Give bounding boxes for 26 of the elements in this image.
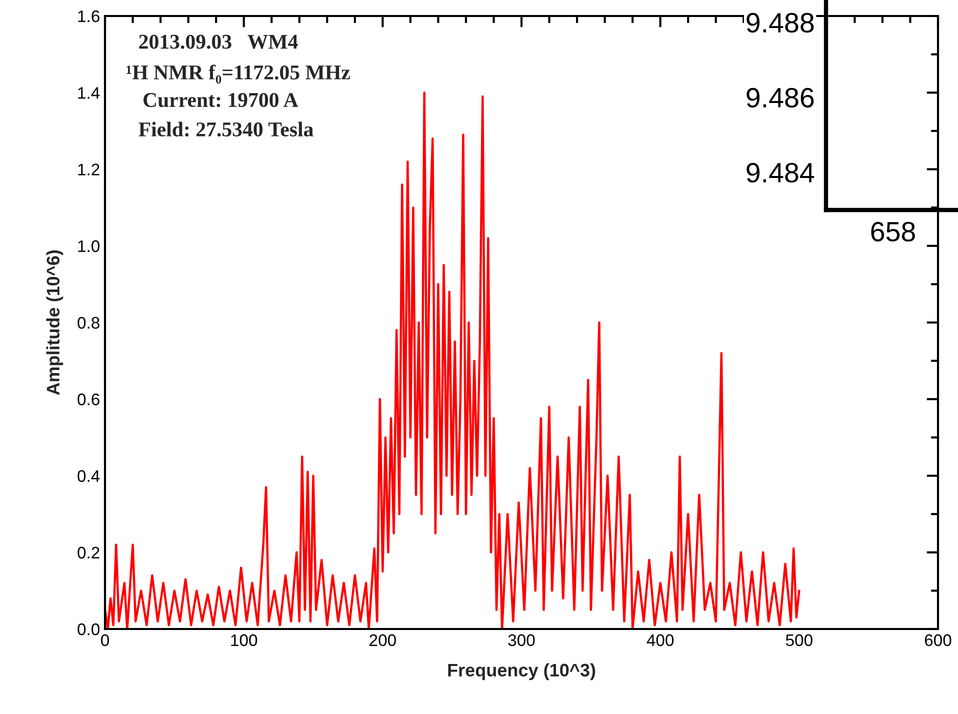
y-tick-label: 0.4 (78, 470, 100, 482)
annotation: 9.484 (746, 162, 814, 183)
y-tick-label: 1.0 (78, 240, 100, 252)
y-tick-label: 1.2 (78, 164, 100, 176)
y-axis-title: Amplitude (10^6) (46, 250, 64, 396)
x-tick-label: 600 (924, 634, 952, 646)
y-tick-label: 1.6 (78, 10, 100, 22)
x-tick-label: 400 (646, 634, 674, 646)
annotation: 658 (871, 222, 915, 242)
annotation: Current: 19700 A (144, 92, 298, 108)
y-tick-label: 0.6 (78, 394, 100, 406)
y-tick-label: 0.0 (78, 623, 100, 636)
annotation: 2013.09.03 WM4 (139, 34, 298, 49)
x-tick-label: 100 (231, 634, 258, 646)
x-tick-label: 500 (786, 634, 812, 646)
x-tick-label: 0 (101, 634, 109, 646)
y-tick-label: 1.4 (78, 87, 100, 99)
x-tick-label: 200 (370, 634, 396, 646)
x-tick-label: 300 (508, 634, 535, 646)
annotation: ¹H NMR f₀=1172.05 MHz (126, 64, 350, 84)
y-tick-label: 0.2 (78, 546, 100, 559)
annotation: Field: 27.5340 Tesla (138, 122, 314, 137)
y-tick-label: 0.8 (78, 316, 100, 329)
x-axis-title: Frequency (10^3) (448, 663, 596, 680)
annotation: 9.488 (746, 12, 814, 33)
annotation: 9.486 (746, 88, 814, 108)
